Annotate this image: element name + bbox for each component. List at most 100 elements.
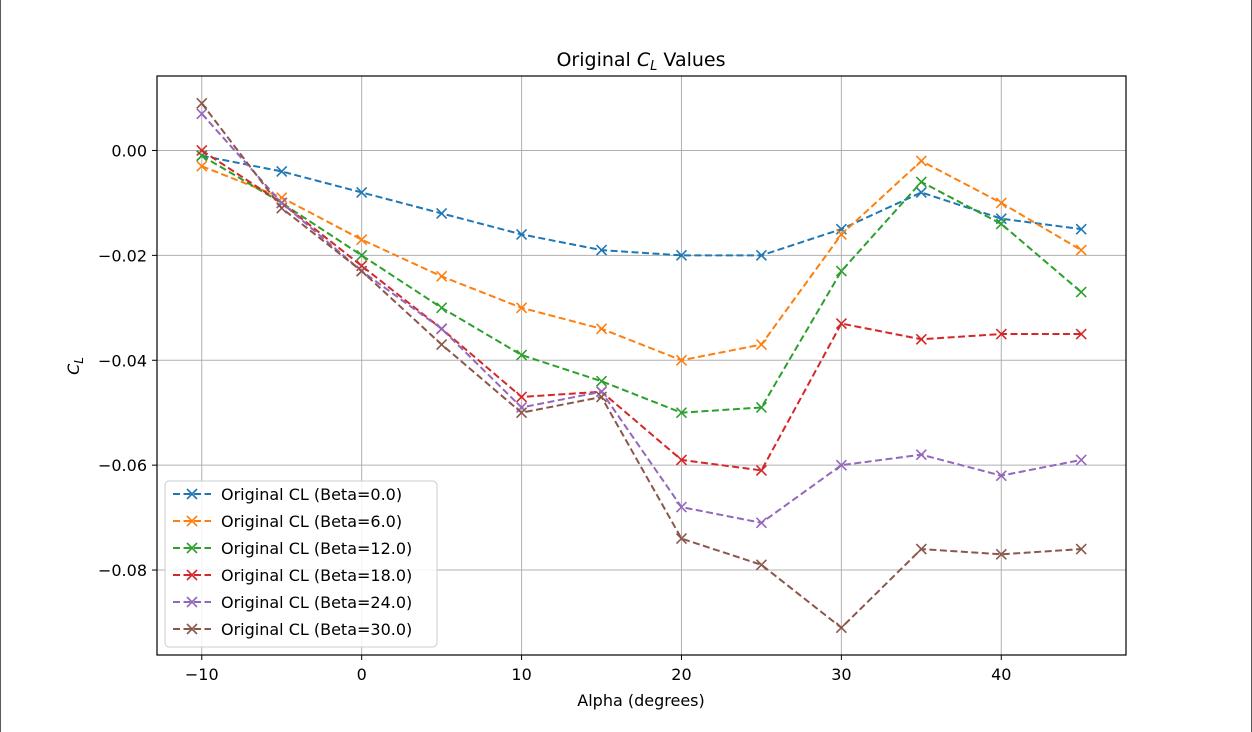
series-4 xyxy=(196,108,1087,529)
data-point xyxy=(995,548,1007,560)
marker-stroke xyxy=(196,160,208,172)
marker-stroke xyxy=(436,207,448,219)
marker-stroke xyxy=(835,459,847,471)
marker-stroke xyxy=(356,186,368,198)
marker-stroke xyxy=(835,265,847,277)
data-point xyxy=(835,622,847,634)
marker-stroke xyxy=(516,228,528,240)
marker-stroke xyxy=(915,543,927,555)
data-point xyxy=(755,559,767,571)
data-point xyxy=(675,454,688,466)
marker-stroke xyxy=(186,596,198,608)
legend-entry: Original CL (Beta=24.0) xyxy=(173,593,412,612)
marker-stroke xyxy=(186,542,198,554)
data-point xyxy=(915,155,927,167)
legend-marker xyxy=(186,542,198,554)
data-point xyxy=(835,317,847,330)
series-line xyxy=(201,159,1082,362)
series-line xyxy=(201,149,1082,472)
marker-stroke xyxy=(356,249,368,261)
marker-stroke xyxy=(675,249,688,261)
legend-marker xyxy=(186,623,198,635)
marker-stroke xyxy=(196,108,208,120)
data-point xyxy=(516,407,528,419)
data-point xyxy=(276,165,288,178)
data-point xyxy=(595,386,608,398)
marker-stroke xyxy=(755,559,767,571)
data-point xyxy=(1075,454,1087,466)
legend-label: Original CL (Beta=24.0) xyxy=(221,593,412,612)
marker-stroke xyxy=(1075,328,1087,340)
data-point xyxy=(516,228,528,240)
legend: Original CL (Beta=0.0) Original CL (Beta=… xyxy=(164,480,438,648)
x-tick-label: 30 xyxy=(831,665,851,684)
marker-stroke xyxy=(835,228,847,240)
marker-stroke xyxy=(595,244,608,256)
data-point xyxy=(436,338,448,351)
marker-stroke xyxy=(186,569,198,581)
marker-stroke xyxy=(835,622,847,634)
marker-stroke xyxy=(186,623,198,635)
data-point xyxy=(675,501,688,513)
marker-stroke xyxy=(755,464,767,476)
window-frame-left xyxy=(0,0,1,732)
data-point xyxy=(915,449,927,461)
marker-stroke xyxy=(276,165,288,178)
legend-box xyxy=(164,480,438,648)
grid-lines xyxy=(157,76,1126,655)
marker-stroke xyxy=(516,349,528,361)
legend-entry: Original CL (Beta=30.0) xyxy=(173,620,412,639)
data-point xyxy=(995,470,1007,482)
y-tick-label: −0.04 xyxy=(98,351,147,370)
legend-entry: Original CL (Beta=6.0) xyxy=(173,512,402,531)
marker-stroke xyxy=(1075,543,1087,555)
marker-stroke xyxy=(595,323,608,335)
chart-title: Original CL Values xyxy=(556,49,725,74)
x-tick-label: 20 xyxy=(671,665,691,684)
x-tick-label: 0 xyxy=(357,665,367,684)
marker-stroke xyxy=(755,517,767,529)
legend-marker xyxy=(186,569,198,581)
data-point xyxy=(436,302,448,314)
marker-stroke xyxy=(675,533,688,545)
legend-label: Original CL (Beta=6.0) xyxy=(221,512,402,531)
data-point xyxy=(595,244,608,256)
legend-entry: Original CL (Beta=0.0) xyxy=(173,485,402,504)
data-point xyxy=(995,218,1007,230)
marker-stroke xyxy=(436,302,448,314)
data-point xyxy=(595,391,608,403)
marker-stroke xyxy=(675,454,688,466)
marker-stroke xyxy=(915,333,927,345)
marker-stroke xyxy=(516,407,528,419)
data-point xyxy=(436,270,448,282)
marker-stroke xyxy=(595,375,608,387)
marker-stroke xyxy=(516,302,528,314)
data-point xyxy=(755,249,767,261)
marker-stroke xyxy=(1075,286,1087,298)
marker-stroke xyxy=(276,202,288,214)
data-point xyxy=(356,186,368,198)
marker-stroke xyxy=(436,323,448,335)
marker-stroke xyxy=(196,144,208,157)
data-point xyxy=(196,144,208,157)
data-point xyxy=(356,234,368,246)
marker-stroke xyxy=(1075,244,1087,256)
x-tick-label: 10 xyxy=(511,665,531,684)
marker-stroke xyxy=(356,234,368,246)
data-point xyxy=(1075,328,1087,340)
marker-stroke xyxy=(995,470,1007,482)
data-point xyxy=(675,354,688,366)
series-2 xyxy=(196,150,1087,419)
series-group xyxy=(196,97,1087,634)
marker-stroke xyxy=(915,449,927,461)
legend-marker xyxy=(186,596,198,608)
data-point xyxy=(755,338,767,351)
data-point xyxy=(995,328,1007,340)
plot-area-frame xyxy=(156,75,1127,656)
x-tick-label: 40 xyxy=(991,665,1011,684)
marker-stroke xyxy=(835,223,847,235)
x-axis-ticks: −10 0 10 20 30 40 xyxy=(185,655,1011,684)
marker-stroke xyxy=(915,186,927,198)
data-point xyxy=(1075,286,1087,298)
